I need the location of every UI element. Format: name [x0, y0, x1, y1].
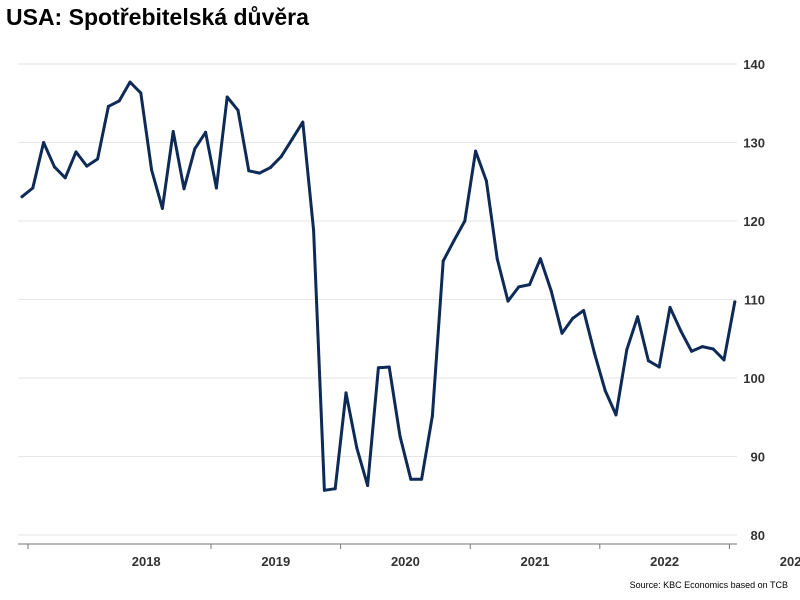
- data-point: [668, 305, 672, 309]
- data-point: [495, 257, 499, 261]
- data-point: [85, 164, 89, 168]
- data-point: [117, 99, 121, 103]
- data-point: [420, 477, 424, 481]
- data-point: [74, 150, 78, 154]
- data-point: [236, 108, 240, 112]
- series-line: [20, 80, 737, 492]
- data-point: [538, 257, 542, 261]
- data-point: [290, 137, 294, 141]
- data-point: [193, 147, 197, 151]
- data-point: [452, 239, 456, 243]
- data-point: [247, 169, 251, 173]
- data-point: [711, 347, 715, 351]
- data-point: [258, 171, 262, 175]
- y-tick-label: 120: [743, 214, 765, 229]
- data-point: [355, 446, 359, 450]
- data-point: [625, 348, 629, 352]
- data-point: [679, 329, 683, 333]
- data-point: [312, 228, 316, 232]
- x-tick-label: 2021: [521, 554, 550, 569]
- data-point: [204, 130, 208, 134]
- data-point: [700, 345, 704, 349]
- data-point: [387, 365, 391, 369]
- y-tick-label: 130: [743, 136, 765, 151]
- data-point: [409, 477, 413, 481]
- data-point: [301, 120, 305, 124]
- y-tick-label: 100: [743, 371, 765, 386]
- data-point: [214, 186, 218, 190]
- data-point: [20, 195, 24, 199]
- data-point: [376, 366, 380, 370]
- x-axis-ticks: [27, 544, 730, 549]
- data-point: [690, 349, 694, 353]
- data-point: [657, 365, 661, 369]
- data-point: [571, 316, 575, 320]
- data-point: [614, 413, 618, 417]
- data-point: [733, 300, 737, 304]
- x-tick-label: 2022: [650, 554, 679, 569]
- data-point: [128, 80, 132, 84]
- data-point: [560, 331, 564, 335]
- data-point: [52, 165, 56, 169]
- data-point: [31, 186, 35, 190]
- y-tick-label: 110: [744, 293, 765, 308]
- data-point: [225, 95, 229, 99]
- data-point: [344, 391, 348, 395]
- x-tick-label: 2019: [261, 554, 290, 569]
- data-point: [42, 141, 46, 144]
- data-point: [268, 166, 272, 170]
- data-point: [63, 176, 67, 180]
- data-point: [150, 168, 154, 172]
- data-point: [517, 285, 521, 289]
- chart-title: USA: Spotřebitelská důvěra: [6, 4, 309, 30]
- data-point: [582, 309, 586, 312]
- data-point: [182, 187, 186, 191]
- data-point: [636, 315, 640, 319]
- y-tick-label: 140: [743, 57, 765, 72]
- data-point: [506, 299, 510, 303]
- data-point: [592, 351, 596, 355]
- data-point: [333, 487, 337, 491]
- data-point: [160, 206, 164, 210]
- x-axis-labels: 2018 2019 2020 2021 2022 2023: [132, 554, 800, 569]
- data-point: [722, 358, 726, 362]
- data-point: [528, 283, 532, 287]
- data-points: [20, 80, 737, 492]
- data-point: [322, 488, 326, 492]
- x-tick-label: 2018: [132, 554, 161, 569]
- y-axis-labels: 80 90 100 110 120 130 140: [743, 57, 765, 543]
- data-point: [96, 157, 100, 161]
- data-point: [106, 104, 110, 108]
- data-point: [484, 179, 488, 183]
- data-point: [474, 149, 478, 153]
- y-tick-label: 90: [751, 450, 765, 465]
- data-point: [366, 484, 370, 487]
- data-point: [603, 389, 607, 393]
- data-point: [430, 414, 434, 418]
- x-tick-label: 2020: [391, 554, 420, 569]
- y-tick-label: 80: [751, 528, 765, 543]
- data-point: [139, 91, 143, 95]
- data-point: [646, 359, 650, 363]
- data-point: [463, 219, 467, 223]
- data-point: [441, 259, 445, 263]
- data-point: [549, 289, 553, 293]
- data-point: [279, 155, 283, 159]
- x-tick-label: 2023: [780, 554, 800, 569]
- gridlines: [18, 63, 737, 536]
- data-point: [398, 434, 402, 438]
- data-point: [171, 130, 175, 133]
- source-note: Source: KBC Economics based on TCB: [629, 580, 788, 590]
